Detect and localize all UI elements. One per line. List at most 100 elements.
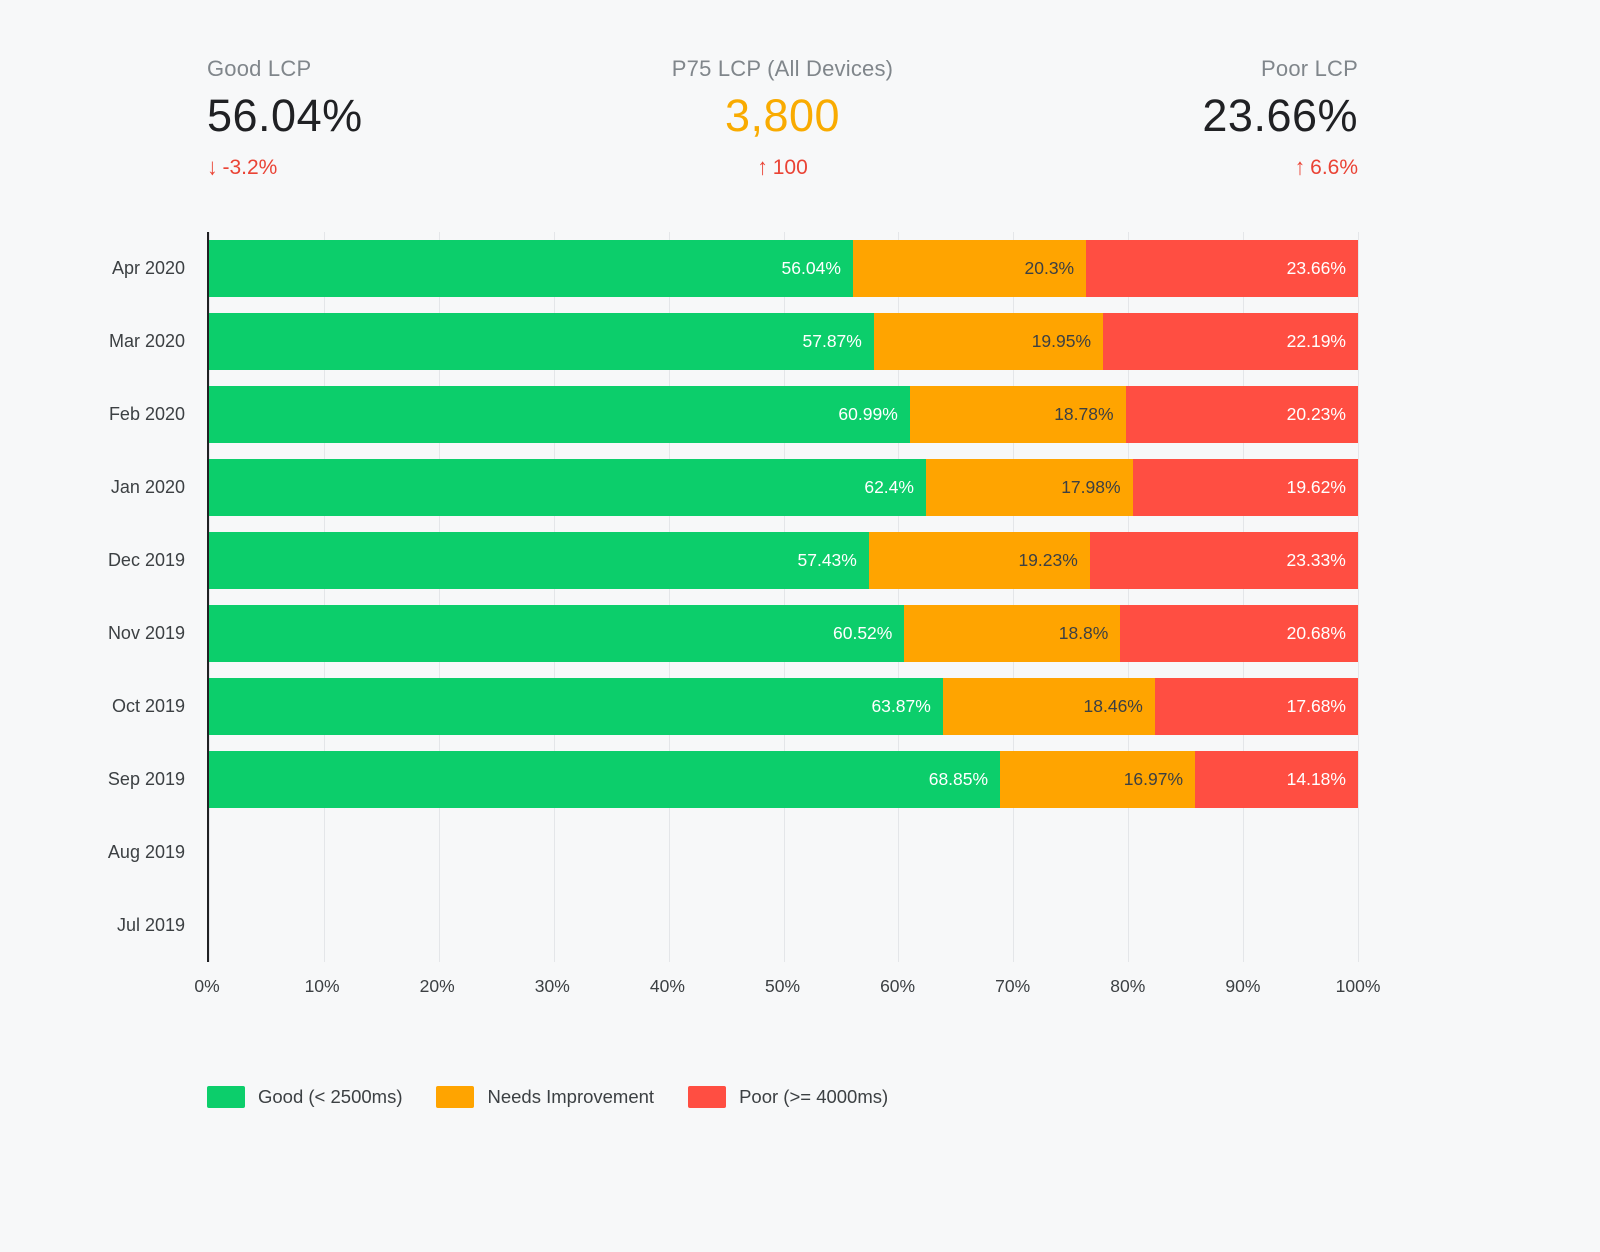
bar-value-label: 63.87%	[871, 696, 931, 716]
bar-segment[interactable]: 56.04%	[209, 240, 853, 297]
bar-value-label: 23.66%	[1286, 258, 1346, 278]
bar-segment[interactable]: 23.33%	[1089, 532, 1358, 589]
y-axis-label: Jan 2020	[110, 477, 185, 497]
x-axis-tick: 50%	[764, 976, 801, 996]
kpi-delta: ↑ 6.6%	[974, 154, 1359, 181]
bar-segment[interactable]: 14.18%	[1195, 751, 1358, 808]
gridline	[438, 232, 440, 962]
legend-item[interactable]: Good (< 2500ms)	[207, 1086, 402, 1108]
bar-segment[interactable]: 18.8%	[904, 605, 1121, 662]
y-axis-label: Oct 2019	[111, 696, 185, 716]
legend-swatch	[436, 1086, 475, 1108]
bar-row: 63.87% 18.46% 17.68%	[209, 670, 1358, 743]
bar-value-label: 19.62%	[1286, 477, 1346, 497]
y-axis-label: Feb 2020	[108, 404, 185, 424]
arrow-up-icon: ↑	[757, 154, 768, 181]
bar-segment[interactable]: 60.99%	[209, 386, 910, 443]
x-axis-tick: 100%	[1335, 976, 1381, 996]
bar-value-label: 14.18%	[1286, 769, 1346, 789]
bar-segment[interactable]: 19.95%	[873, 313, 1104, 370]
x-axis-tick: 80%	[1110, 976, 1146, 996]
legend-item[interactable]: Poor (>= 4000ms)	[688, 1086, 888, 1108]
bar-row: 68.85% 16.97% 14.18%	[209, 743, 1358, 816]
y-axis-label: Aug 2019	[107, 842, 185, 862]
gridline	[1013, 232, 1015, 962]
kpi-value: 56.04%	[207, 90, 363, 141]
bar-value-label: 60.52%	[833, 623, 893, 643]
legend-item[interactable]: Needs Improvement	[436, 1086, 654, 1108]
x-axis-tick: 90%	[1225, 976, 1261, 996]
arrow-up-icon: ↑	[1294, 154, 1306, 181]
bar-segment[interactable]: 19.62%	[1132, 459, 1358, 516]
x-axis-tick: 60%	[880, 976, 916, 996]
y-axis-label: Nov 2019	[107, 623, 185, 643]
bar-row: 56.04% 20.3% 23.66%	[209, 232, 1358, 305]
bar-segment[interactable]: 60.52%	[209, 605, 905, 662]
y-axis-label: Dec 2019	[107, 550, 185, 570]
bar-segment[interactable]: 68.85%	[209, 751, 1001, 808]
bar-value-label: 19.23%	[1018, 550, 1078, 570]
legend-swatch	[688, 1086, 727, 1108]
bar-value-label: 60.99%	[838, 404, 898, 424]
lcp-dashboard: Good LCP 56.04% ↓ -3.2% P75 LCP (All Devi…	[0, 56, 1600, 1252]
bar-segment[interactable]: 17.68%	[1154, 678, 1358, 735]
bar-segment[interactable]: 62.4%	[209, 459, 926, 516]
gridline	[1358, 232, 1359, 962]
x-axis-tick: 10%	[304, 976, 340, 996]
bar-value-label: 22.19%	[1286, 331, 1346, 351]
x-axis-tick: 30%	[534, 976, 570, 996]
bar-segment[interactable]: 18.46%	[942, 678, 1155, 735]
y-axis-label: Jul 2019	[116, 915, 185, 935]
x-axis-ticks: 0% 10% 20% 30% 40% 50% 60% 70% 80% 90% 100%	[194, 976, 1380, 1006]
gridline	[1128, 232, 1130, 962]
kpi-delta-value: 6.6%	[1310, 156, 1359, 179]
kpi-good-lcp: Good LCP 56.04% ↓ -3.2%	[207, 56, 591, 180]
kpi-label: Poor LCP	[1261, 56, 1359, 81]
bar-segment[interactable]: 22.19%	[1103, 313, 1358, 370]
bar-value-label: 23.33%	[1286, 550, 1346, 570]
bar-value-label: 20.68%	[1286, 623, 1346, 643]
bar-segment[interactable]: 20.68%	[1120, 605, 1358, 662]
bar-row: 57.43% 19.23% 23.33%	[209, 524, 1358, 597]
gridline	[898, 232, 900, 962]
plot-area: 56.04% 20.3% 23.66% 57.87% 19.95% 22.19% 60.99…	[207, 232, 1359, 962]
kpi-poor-lcp: Poor LCP 23.66% ↑ 6.6%	[974, 56, 1358, 180]
bar-row: 62.4% 17.98% 19.62%	[209, 451, 1358, 524]
bar-segment[interactable]: 16.97%	[1000, 751, 1196, 808]
y-axis-labels: Apr 2020 Mar 2020 Feb 2020 Jan 2020 Dec 2019…	[0, 232, 207, 962]
bar-value-label: 57.87%	[802, 331, 862, 351]
y-axis-label: Apr 2020	[111, 258, 185, 278]
gridline	[209, 232, 210, 962]
bar-value-label: 17.68%	[1286, 696, 1346, 716]
bar-segment[interactable]: 63.87%	[209, 678, 943, 735]
kpi-row: Good LCP 56.04% ↓ -3.2% P75 LCP (All Devi…	[207, 56, 1358, 180]
x-axis-tick: 40%	[649, 976, 685, 996]
bar-row	[209, 889, 1358, 962]
y-axis-label: Sep 2019	[107, 769, 185, 789]
bar-segment[interactable]: 23.66%	[1086, 240, 1358, 297]
kpi-value: 3,800	[724, 90, 841, 141]
bar-segment[interactable]: 20.3%	[852, 240, 1087, 297]
bar-value-label: 17.98%	[1061, 477, 1121, 497]
y-axis-label: Mar 2020	[108, 331, 185, 351]
bar-value-label: 19.95%	[1031, 331, 1092, 351]
kpi-delta-value: 100	[772, 156, 808, 179]
gridline	[668, 232, 670, 962]
bar-value-label: 68.85%	[928, 769, 989, 789]
legend: Good (< 2500ms) Needs Improvement Poor (>=…	[207, 1086, 1600, 1108]
bar-segment[interactable]: 20.23%	[1125, 386, 1358, 443]
gridline	[1243, 232, 1245, 962]
bar-segment[interactable]: 57.43%	[209, 532, 869, 589]
bar-segment[interactable]: 17.98%	[925, 459, 1133, 516]
bar-segment[interactable]: 19.23%	[868, 532, 1090, 589]
bar-row	[209, 816, 1358, 889]
lcp-stacked-bar-chart: Apr 2020 Mar 2020 Feb 2020 Jan 2020 Dec 2019…	[0, 232, 1359, 962]
bar-row: 57.87% 19.95% 22.19%	[209, 305, 1358, 378]
gridline	[323, 232, 325, 962]
gridline	[783, 232, 785, 962]
bar-value-label: 20.3%	[1024, 258, 1075, 278]
bar-value-label: 20.23%	[1286, 404, 1346, 424]
bar-segment[interactable]: 57.87%	[209, 313, 874, 370]
bar-segment[interactable]: 18.78%	[909, 386, 1126, 443]
x-axis-tick: 0%	[194, 976, 220, 996]
